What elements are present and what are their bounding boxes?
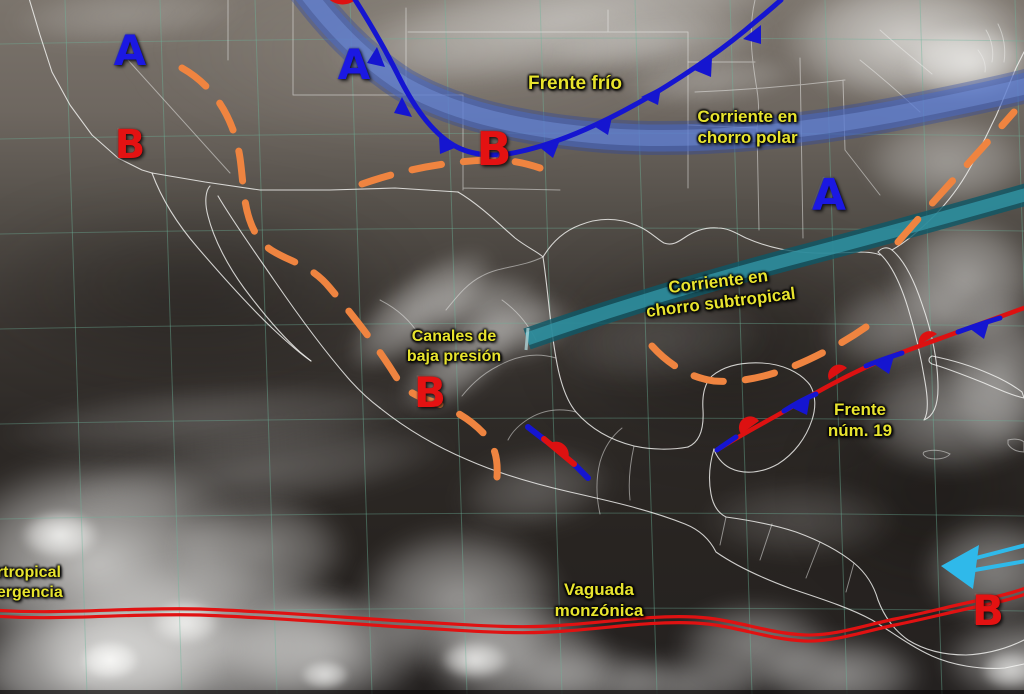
label-frente-19: Frente núm. 19 (800, 400, 920, 441)
label-chorro-polar: Corriente en chorro polar (660, 107, 835, 148)
high-pressure-symbol: A (337, 40, 371, 89)
low-pressure-symbol: B (114, 122, 146, 168)
front-semicircle-icon (550, 441, 569, 459)
label-line: Corriente en (697, 107, 798, 126)
low-pressure-symbol: B (413, 368, 446, 417)
label-line: núm. 19 (827, 420, 893, 440)
bottom-edge (0, 690, 1024, 694)
wind-direction-arrow-icon (941, 543, 1024, 589)
label-line: monzónica (554, 600, 644, 620)
label-line: Vaguada (564, 580, 634, 599)
label-line: ertropical (0, 564, 61, 581)
label-frente-frio: Frente frío (500, 72, 650, 95)
low-pressure-symbol: B (476, 122, 512, 176)
label-line: Frente frío (528, 73, 622, 94)
label-line: Canales de (411, 328, 497, 345)
label-itcz: ertropical vergencia (0, 563, 108, 602)
label-line: chorro polar (697, 127, 798, 147)
label-line: baja presión (406, 347, 502, 365)
monsoon-trough-double-line (0, 586, 1024, 643)
high-pressure-symbol: A (113, 26, 147, 75)
low-pressure-symbol: B (971, 586, 1004, 635)
subtropical-jet-stream-ribbon (523, 183, 1024, 351)
label-vaguada: Vaguada monzónica (520, 580, 678, 621)
stationary-front-segment-central-mexico (525, 424, 591, 481)
high-pressure-symbol: A (811, 170, 847, 221)
label-line: vergencia (0, 583, 63, 601)
label-line: Frente (834, 400, 886, 419)
label-canales: Canales de baja presión (375, 327, 533, 366)
